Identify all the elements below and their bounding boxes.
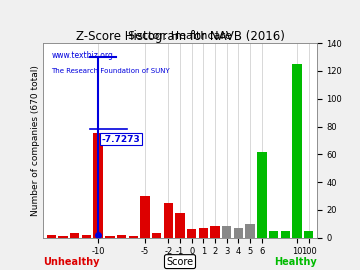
Bar (222, 227, 231, 238)
Bar (175, 212, 185, 238)
Bar (210, 227, 220, 238)
Bar (117, 235, 126, 238)
Bar (129, 236, 138, 238)
Text: -7.7273: -7.7273 (102, 135, 140, 144)
Bar (257, 151, 266, 238)
Text: Sector: Healthcare: Sector: Healthcare (128, 31, 232, 41)
Text: Score: Score (166, 256, 194, 266)
Bar (105, 236, 114, 238)
Bar (234, 228, 243, 238)
Text: Unhealthy: Unhealthy (43, 256, 100, 266)
Bar (304, 231, 313, 238)
Bar (269, 231, 278, 238)
Bar (140, 196, 150, 238)
Bar (164, 203, 173, 238)
Bar (70, 234, 80, 238)
Bar (82, 235, 91, 238)
Bar (199, 228, 208, 238)
Bar (187, 229, 196, 238)
Bar (58, 236, 68, 238)
Bar (94, 133, 103, 238)
Text: Healthy: Healthy (274, 256, 317, 266)
Bar (152, 234, 161, 238)
Bar (292, 64, 302, 238)
Y-axis label: Number of companies (670 total): Number of companies (670 total) (31, 65, 40, 216)
Bar (280, 231, 290, 238)
Bar (47, 235, 56, 238)
Title: Z-Score Histogram for NAVB (2016): Z-Score Histogram for NAVB (2016) (76, 30, 284, 43)
Text: The Research Foundation of SUNY: The Research Foundation of SUNY (51, 69, 170, 75)
Text: www.textbiz.org: www.textbiz.org (51, 51, 113, 60)
Bar (246, 224, 255, 238)
